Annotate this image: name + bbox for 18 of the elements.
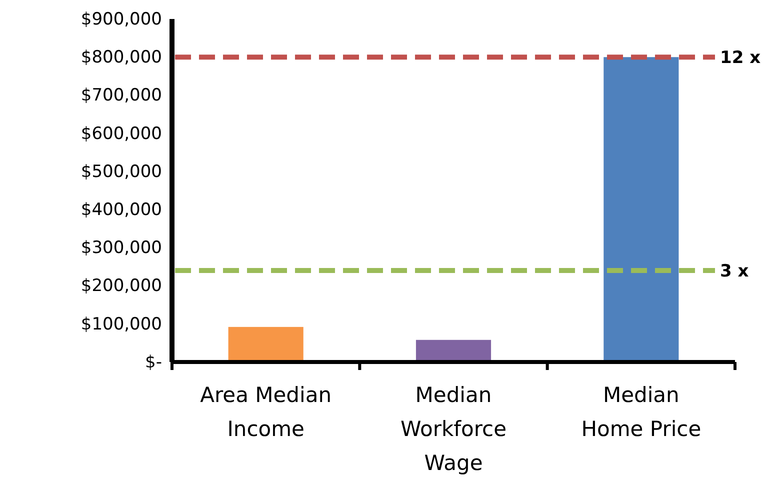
y-tick-label: $900,000 <box>80 9 162 30</box>
y-tick-label: $800,000 <box>80 48 162 68</box>
y-tick-label: $200,000 <box>80 276 162 296</box>
ref-line-label: 12 x <box>720 48 761 68</box>
y-tick-label: $100,000 <box>80 314 162 334</box>
y-tick-label: $600,000 <box>80 124 162 144</box>
y-tick-label: $300,000 <box>80 238 162 258</box>
x-tick-label: Median Workforce Wage <box>400 383 507 475</box>
y-tick-label: $- <box>145 352 162 372</box>
y-tick-label: $700,000 <box>80 86 162 106</box>
x-tick-label: Area Median Income <box>200 383 332 441</box>
bar <box>416 340 492 362</box>
y-tick-label: $500,000 <box>80 162 162 182</box>
bar <box>604 57 679 362</box>
ref-line-label: 3 x <box>720 262 749 282</box>
y-tick-label: $400,000 <box>80 200 162 220</box>
bar <box>228 326 304 362</box>
x-tick-label: Median Home Price <box>581 383 702 441</box>
